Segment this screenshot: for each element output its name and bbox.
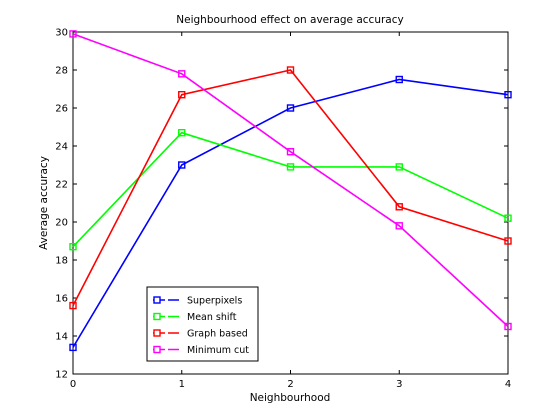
data-point-superpixels [395,75,403,84]
y-tick-label: 12 [55,370,68,381]
data-point-graph-based [178,90,186,99]
legend: Superpixels Mean shift Graph based Minimum … [146,286,259,362]
x-axis-title: Neighbourhood [250,392,331,404]
y-tick-label: 16 [55,294,68,305]
data-point-mean-shift [178,128,186,137]
y-tick-label: 30 [55,28,68,39]
data-point-minimum-cut [178,70,186,78]
legend-label-mean-shift: Mean shift [187,312,237,323]
legend-label-minimum-cut: Minimum cut [187,345,249,356]
data-point-superpixels [178,161,186,169]
data-point-mean-shift [395,163,403,171]
data-point-minimum-cut [69,30,77,38]
data-point-minimum-cut [504,322,512,331]
data-point-superpixels [286,104,295,112]
data-point-mean-shift [69,242,77,251]
series-layer [69,30,512,352]
data-point-graph-based [504,237,512,245]
legend-label-graph-based: Graph based [187,329,248,340]
y-tick-label: 20 [55,218,68,229]
data-point-mean-shift [286,163,295,171]
x-tick-label: 0 [70,379,76,390]
x-tick-label: 4 [505,379,511,390]
x-tick-label: 1 [179,379,185,390]
legend-box [146,286,259,362]
legend-marker-graph-based [153,329,161,337]
y-tick-label: 18 [55,256,68,267]
y-tick-label: 28 [55,66,68,77]
data-point-mean-shift [504,214,512,222]
x-tick-label: 3 [396,379,402,390]
legend-marker-minimum-cut [153,345,161,354]
data-point-superpixels [69,343,77,352]
plot-area [72,31,509,375]
series-line-minimum-cut [72,33,509,328]
chart-title: Neighbourhood effect on average accuracy [176,14,403,26]
series-line-graph-based [72,69,509,306]
y-tick-label: 24 [55,142,68,153]
x-tick-label: 2 [287,379,293,390]
y-tick-label: 26 [55,104,68,115]
y-tick-label: 22 [55,180,68,191]
y-tick-label: 14 [55,332,68,343]
series-line-mean-shift [72,131,509,248]
data-point-minimum-cut [286,147,295,156]
data-point-superpixels [504,90,512,99]
data-point-graph-based [69,301,77,310]
y-axis-title: Average accuracy [38,156,50,250]
data-point-graph-based [395,203,403,211]
series-line-superpixels [72,78,509,348]
legend-marker-mean-shift [153,312,161,321]
legend-marker-superpixels [153,296,161,304]
data-point-graph-based [286,66,295,74]
legend-label-superpixels: Superpixels [187,296,242,307]
data-point-minimum-cut [395,222,403,230]
